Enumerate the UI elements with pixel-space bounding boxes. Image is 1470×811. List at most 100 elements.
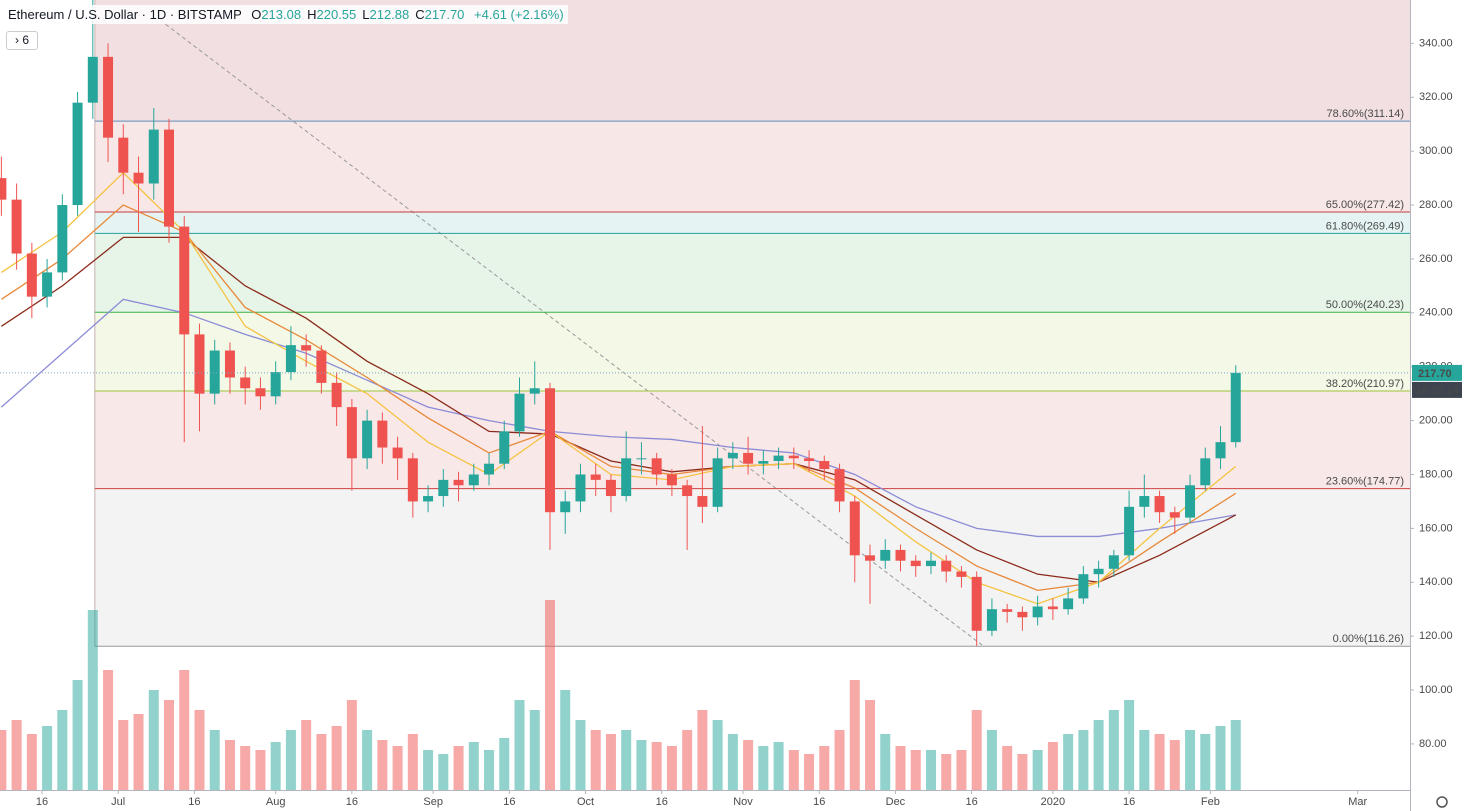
candle-body xyxy=(1108,555,1119,569)
volume-bar xyxy=(392,746,403,790)
volume-bar xyxy=(605,734,616,790)
candle-body xyxy=(103,56,114,138)
volume-bar xyxy=(362,730,373,790)
volume-bar xyxy=(285,730,296,790)
volume-bar xyxy=(880,734,891,790)
volume-bar xyxy=(865,700,876,790)
volume-bar xyxy=(910,750,921,790)
fib-band xyxy=(94,391,1411,489)
candle-body xyxy=(453,479,464,486)
volume-bar xyxy=(773,742,784,790)
price-axis-bg xyxy=(1410,0,1470,811)
candle-body xyxy=(499,431,510,464)
x-tick-label: Sep xyxy=(423,796,443,808)
volume-bar xyxy=(499,738,510,790)
candle-body xyxy=(87,56,98,103)
volume-bar xyxy=(819,746,830,790)
candle-body xyxy=(971,576,982,631)
volume-bar xyxy=(453,746,464,790)
y-tick-label: 340.00 xyxy=(1419,37,1453,49)
candle-body xyxy=(1063,598,1074,610)
volume-bar xyxy=(1017,754,1028,790)
volume-bar xyxy=(1139,730,1150,790)
volume-bar xyxy=(377,740,388,790)
candle-body xyxy=(285,345,296,373)
volume-bar xyxy=(636,740,647,790)
candle-body xyxy=(438,479,449,497)
candle-body xyxy=(1078,574,1089,599)
candle-body xyxy=(819,461,830,470)
candle-body xyxy=(1047,606,1058,610)
symbol-title: Ethereum / U.S. Dollar · 1D · BITSTAMP xyxy=(8,7,242,22)
indicator-toggle[interactable]: › 6 xyxy=(6,31,38,50)
candle-body xyxy=(697,496,708,507)
fib-band xyxy=(94,312,1411,392)
volume-bar xyxy=(148,690,159,790)
volume-bar xyxy=(179,670,190,790)
y-tick-label: 240.00 xyxy=(1419,307,1453,319)
y-tick-label: 100.00 xyxy=(1419,684,1453,696)
volume-bar xyxy=(301,720,312,790)
candle-body xyxy=(925,560,936,567)
ohlc-key: C xyxy=(415,7,425,22)
candle-body xyxy=(621,458,632,497)
candle-body xyxy=(575,474,586,502)
candle-body xyxy=(1017,611,1028,618)
volume-bar xyxy=(26,734,37,790)
symbol-header: Ethereum / U.S. Dollar · 1D · BITSTAMP O… xyxy=(4,5,568,24)
candle-body xyxy=(377,420,388,448)
candle-body xyxy=(590,474,601,480)
countdown-tag xyxy=(1412,381,1462,398)
candle-body xyxy=(118,137,129,173)
x-tick-label: Oct xyxy=(577,796,594,808)
candle-body xyxy=(514,393,525,432)
volume-bar xyxy=(743,740,754,790)
candle-body xyxy=(956,571,967,577)
x-tick-label: 16 xyxy=(188,796,200,808)
volume-bar xyxy=(971,710,982,790)
ohlc-value: 212.88 xyxy=(369,7,410,22)
candle-body xyxy=(605,479,616,497)
volume-bar xyxy=(57,710,68,790)
ohlc-key: H xyxy=(307,7,317,22)
x-tick-label: Nov xyxy=(733,796,753,808)
fib-label: 61.80%(269.49) xyxy=(1326,220,1404,232)
ohlc-key: L xyxy=(362,7,370,22)
candle-body xyxy=(910,560,921,567)
candle-body xyxy=(484,463,495,475)
x-tick-label: Aug xyxy=(266,796,286,808)
x-tick-label: 16 xyxy=(1123,796,1135,808)
x-tick-label: 16 xyxy=(965,796,977,808)
volume-bar xyxy=(423,750,434,790)
x-tick-label: 16 xyxy=(346,796,358,808)
x-tick-label: 16 xyxy=(36,796,48,808)
volume-bar xyxy=(1002,746,1013,790)
x-tick-label: 16 xyxy=(813,796,825,808)
candle-body xyxy=(194,334,205,394)
volume-bar xyxy=(514,700,525,790)
volume-bar xyxy=(575,720,586,790)
volume-bar xyxy=(72,680,83,790)
volume-bar xyxy=(849,680,860,790)
candle-body xyxy=(255,388,266,397)
volume-bar xyxy=(118,720,129,790)
fib-label: 78.60%(311.14) xyxy=(1327,108,1404,120)
candle-body xyxy=(865,555,876,561)
y-tick-label: 120.00 xyxy=(1419,630,1453,642)
volume-bar xyxy=(956,750,967,790)
last-price-label: 217.70 xyxy=(1418,368,1452,380)
candle-body xyxy=(26,253,37,297)
volume-bar xyxy=(651,742,662,790)
volume-bar xyxy=(895,746,906,790)
settings-icon[interactable] xyxy=(1436,796,1448,808)
volume-bar xyxy=(103,670,114,790)
volume-bar xyxy=(666,746,677,790)
candle-body xyxy=(164,129,175,227)
volume-bar xyxy=(468,742,479,790)
fib-label: 38.20%(210.97) xyxy=(1326,378,1404,390)
candle-body xyxy=(362,420,373,459)
y-tick-label: 200.00 xyxy=(1419,415,1453,427)
volume-bar xyxy=(621,730,632,790)
candle-body xyxy=(1200,458,1211,486)
